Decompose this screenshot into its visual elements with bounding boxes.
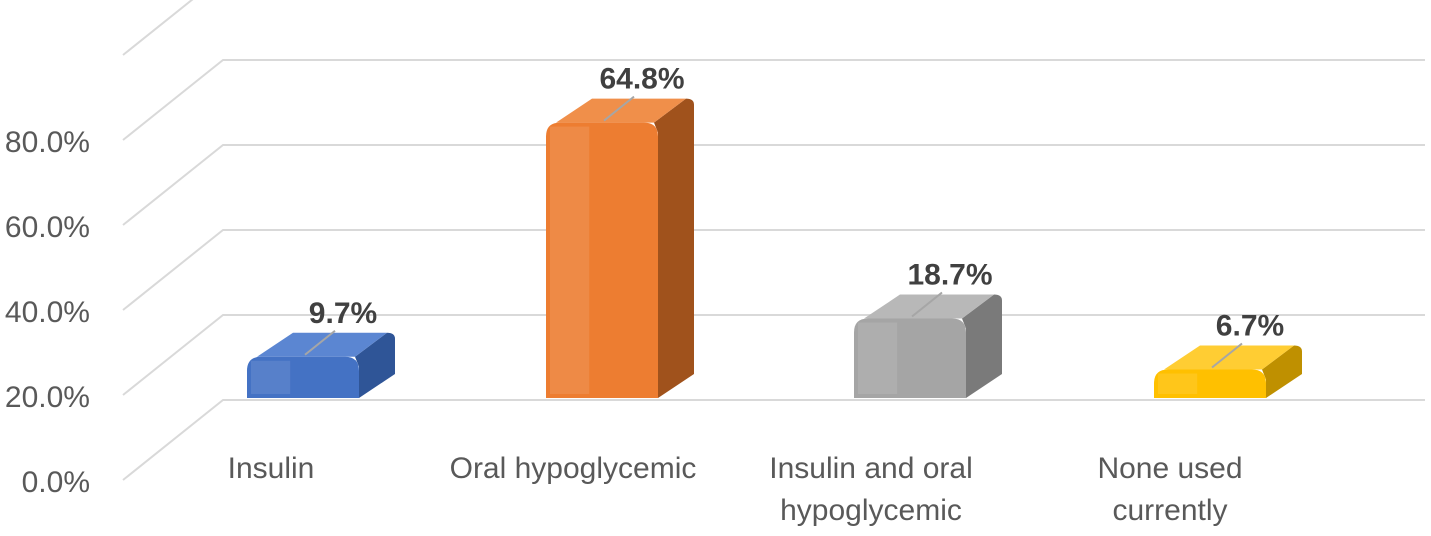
x-axis-category-labels: Insulin Oral hypoglycemic Insulin and oral… [228,452,1243,527]
bar [247,332,395,398]
bar-side-face [962,294,1002,398]
bar-front-face [247,356,359,398]
data-label-leader-line [304,329,336,356]
bar-side-face [355,332,395,398]
gridline [122,229,1425,311]
bar [854,294,1002,398]
category-label: Oral hypoglycemic [450,452,697,485]
y-tick-label: 80.0% [5,126,90,159]
gridline [122,314,1425,396]
data-label-leader-line [911,291,943,318]
category-label: currently [1112,494,1227,527]
bar-top-face [864,294,994,319]
bar-side-face [654,98,694,398]
bar-top-face [257,332,387,357]
gridline [122,0,194,56]
bars [247,98,1302,398]
bar-highlight [858,322,898,394]
bar-front-face [1154,369,1266,398]
gridline [122,144,1425,226]
bar-highlight [550,126,590,394]
bar [546,98,694,398]
category-label: None used [1097,452,1242,485]
data-label: 18.7% [907,259,992,292]
gridline [122,399,1425,481]
bar-front-face [546,122,658,398]
bar-highlight [1158,373,1198,394]
data-label-leader-line [1211,342,1243,369]
data-label: 9.7% [309,297,377,330]
data-label-leader-line [603,95,635,122]
y-tick-label: 60.0% [5,211,90,244]
data-label: 6.7% [1216,310,1284,343]
bar-top-face [556,98,686,123]
bar [1154,345,1302,398]
bar-highlight [251,360,291,394]
y-tick-label: 20.0% [5,381,90,414]
y-tick-label: 0.0% [22,466,90,499]
category-label: Insulin and oral [769,452,972,485]
grid-lines [122,0,1425,481]
bar-top-face [1164,345,1294,370]
bar-front-face [854,318,966,398]
y-tick-label: 40.0% [5,296,90,329]
bar-side-face [1262,345,1302,398]
data-label: 64.8% [599,63,684,96]
category-label: hypoglycemic [780,494,962,527]
data-labels: 9.7% 64.8% 18.7% 6.7% [304,63,1284,369]
y-axis-tick-labels: 0.0% 20.0% 40.0% 60.0% 80.0% [5,126,90,499]
gridline [122,59,1425,141]
category-label: Insulin [228,452,315,485]
